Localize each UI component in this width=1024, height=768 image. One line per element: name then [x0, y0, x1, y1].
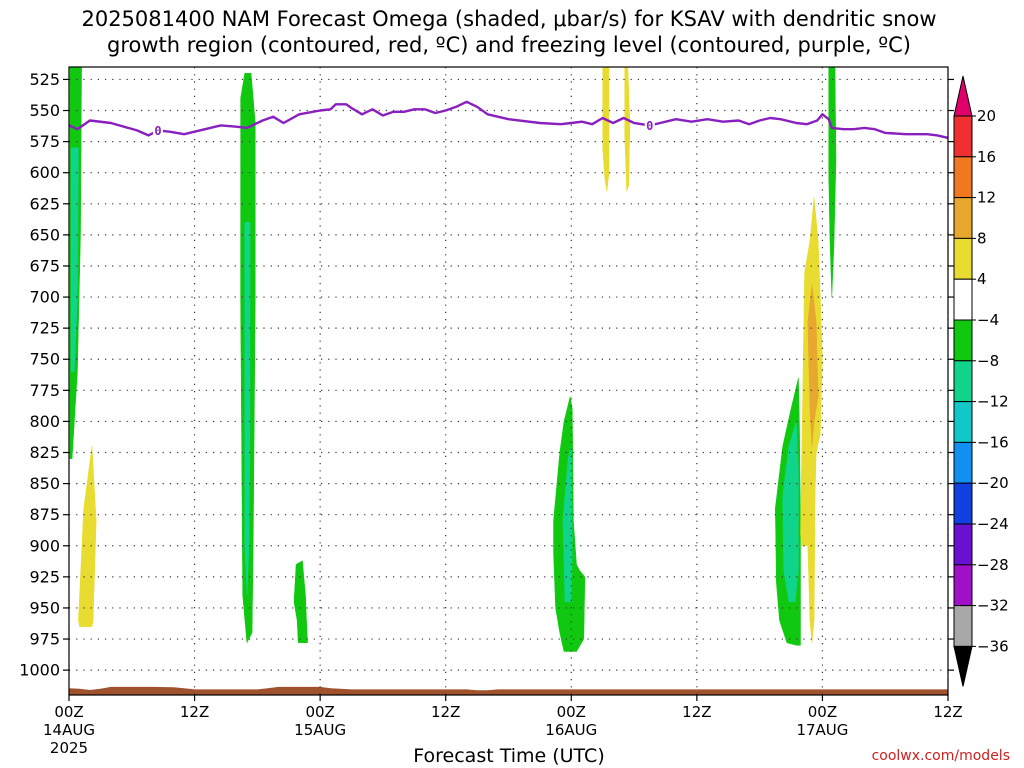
ytick-label-600: 600 — [29, 163, 60, 182]
ytick-label-875: 875 — [29, 505, 60, 524]
ytick-label-625: 625 — [29, 194, 60, 213]
x-axis-title: Forecast Time (UTC) — [413, 745, 604, 767]
ytick-label-525: 525 — [29, 70, 60, 89]
credit-text: coolwx.com/models — [872, 748, 1010, 764]
colorbar-label-9: −20 — [977, 474, 1009, 492]
freezing-label-bg-0 — [152, 123, 163, 138]
pressure-axis: 525 550 575 600 625 650 675 700 725 750 775 800 825 8… — [19, 70, 954, 680]
colorbar: 20 16 12 8 4 −4 −8 −12 −16 −20 −24 −28 −32 −36 — [953, 75, 1009, 687]
colorbar-segment-5 — [953, 278, 973, 321]
colorbar-label-3: 8 — [977, 229, 987, 247]
colorbar-label-0: 20 — [977, 107, 996, 125]
colorbar-label-2: 12 — [977, 189, 996, 207]
omega-region-13 — [807, 284, 819, 447]
colorbar-label-4: 4 — [977, 270, 987, 288]
omega-region-11 — [782, 421, 799, 602]
xtick-date-label-2: 15AUG — [294, 721, 346, 739]
xtick-label-2: 00Z — [305, 703, 334, 721]
colorbar-label-13: −36 — [977, 637, 1009, 655]
ytick-label-825: 825 — [29, 443, 60, 462]
xtick-label-1: 12Z — [180, 703, 209, 721]
colorbar-segment-8 — [953, 401, 973, 443]
colorbar-label-11: −28 — [977, 556, 1009, 574]
colorbar-label-8: −16 — [977, 433, 1009, 451]
colorbar-segment-6 — [953, 319, 973, 362]
omega-region-5 — [293, 560, 308, 644]
terrain-layer — [69, 686, 948, 695]
colorbar-bottom-triangle — [953, 645, 973, 687]
omega-region-8 — [602, 67, 610, 192]
ytick-label-650: 650 — [29, 225, 60, 244]
freezing-level-label-0: 0 — [154, 124, 161, 138]
omega-shading-layer — [69, 67, 837, 652]
xtick-label-3: 12Z — [431, 703, 460, 721]
ytick-label-975: 975 — [29, 630, 60, 649]
ytick-label-575: 575 — [29, 132, 60, 151]
ytick-label-750: 750 — [29, 350, 60, 369]
omega-region-9 — [624, 67, 631, 192]
colorbar-segment-13 — [953, 605, 973, 647]
omega-region-4 — [244, 222, 251, 596]
colorbar-label-10: −24 — [977, 515, 1009, 533]
ytick-label-900: 900 — [29, 536, 60, 555]
omega-region-7 — [562, 446, 573, 602]
freezing-label-bg-1 — [644, 118, 655, 133]
xtick-label-4: 00Z — [557, 703, 586, 721]
ytick-label-800: 800 — [29, 412, 60, 431]
colorbar-label-12: −32 — [977, 597, 1009, 615]
colorbar-top-triangle — [953, 75, 973, 117]
colorbar-label-1: 16 — [977, 148, 996, 166]
freezing-level-label-1: 0 — [646, 119, 653, 133]
colorbar-segment-12 — [953, 564, 973, 607]
colorbar-segment-2 — [953, 156, 973, 199]
ytick-label-950: 950 — [29, 598, 60, 617]
terrain-fill — [69, 686, 948, 695]
plot-frame — [68, 66, 949, 696]
colorbar-segment-4 — [953, 237, 973, 280]
ytick-label-675: 675 — [29, 256, 60, 275]
colorbar-label-6: −8 — [977, 352, 999, 370]
ytick-label-850: 850 — [29, 474, 60, 493]
ytick-label-925: 925 — [29, 567, 60, 586]
gridlines — [69, 67, 948, 695]
ytick-label-550: 550 — [29, 101, 60, 120]
ytick-label-725: 725 — [29, 319, 60, 338]
xtick-label-6: 00Z — [808, 703, 837, 721]
xtick-label-0: 00Z — [54, 703, 83, 721]
omega-region-14 — [828, 67, 837, 298]
colorbar-label-5: −4 — [977, 311, 999, 329]
colorbar-label-7: −12 — [977, 393, 1009, 411]
xtick-year-label-0: 2025 — [50, 739, 88, 757]
omega-region-2 — [78, 446, 97, 627]
xtick-date-label-6: 17AUG — [796, 721, 848, 739]
ytick-label-1000: 1000 — [19, 661, 60, 680]
xtick-label-7: 12Z — [933, 703, 962, 721]
xtick-date-label-0: 14AUG — [43, 721, 95, 739]
chart-title-line-1: 2025081400 NAM Forecast Omega (shaded, μ… — [81, 7, 936, 31]
ytick-label-775: 775 — [29, 381, 60, 400]
colorbar-segment-9 — [953, 441, 973, 484]
colorbar-segment-7 — [953, 360, 973, 403]
colorbar-segment-1 — [953, 115, 973, 158]
ytick-label-700: 700 — [29, 288, 60, 307]
colorbar-segment-3 — [953, 197, 973, 239]
colorbar-segment-10 — [953, 482, 973, 525]
xtick-label-5: 12Z — [682, 703, 711, 721]
xtick-date-label-4: 16AUG — [545, 721, 597, 739]
colorbar-segment-11 — [953, 523, 973, 566]
freezing-level-line — [69, 100, 948, 140]
chart-title-line-2: growth region (contoured, red, ºC) and f… — [107, 33, 911, 57]
